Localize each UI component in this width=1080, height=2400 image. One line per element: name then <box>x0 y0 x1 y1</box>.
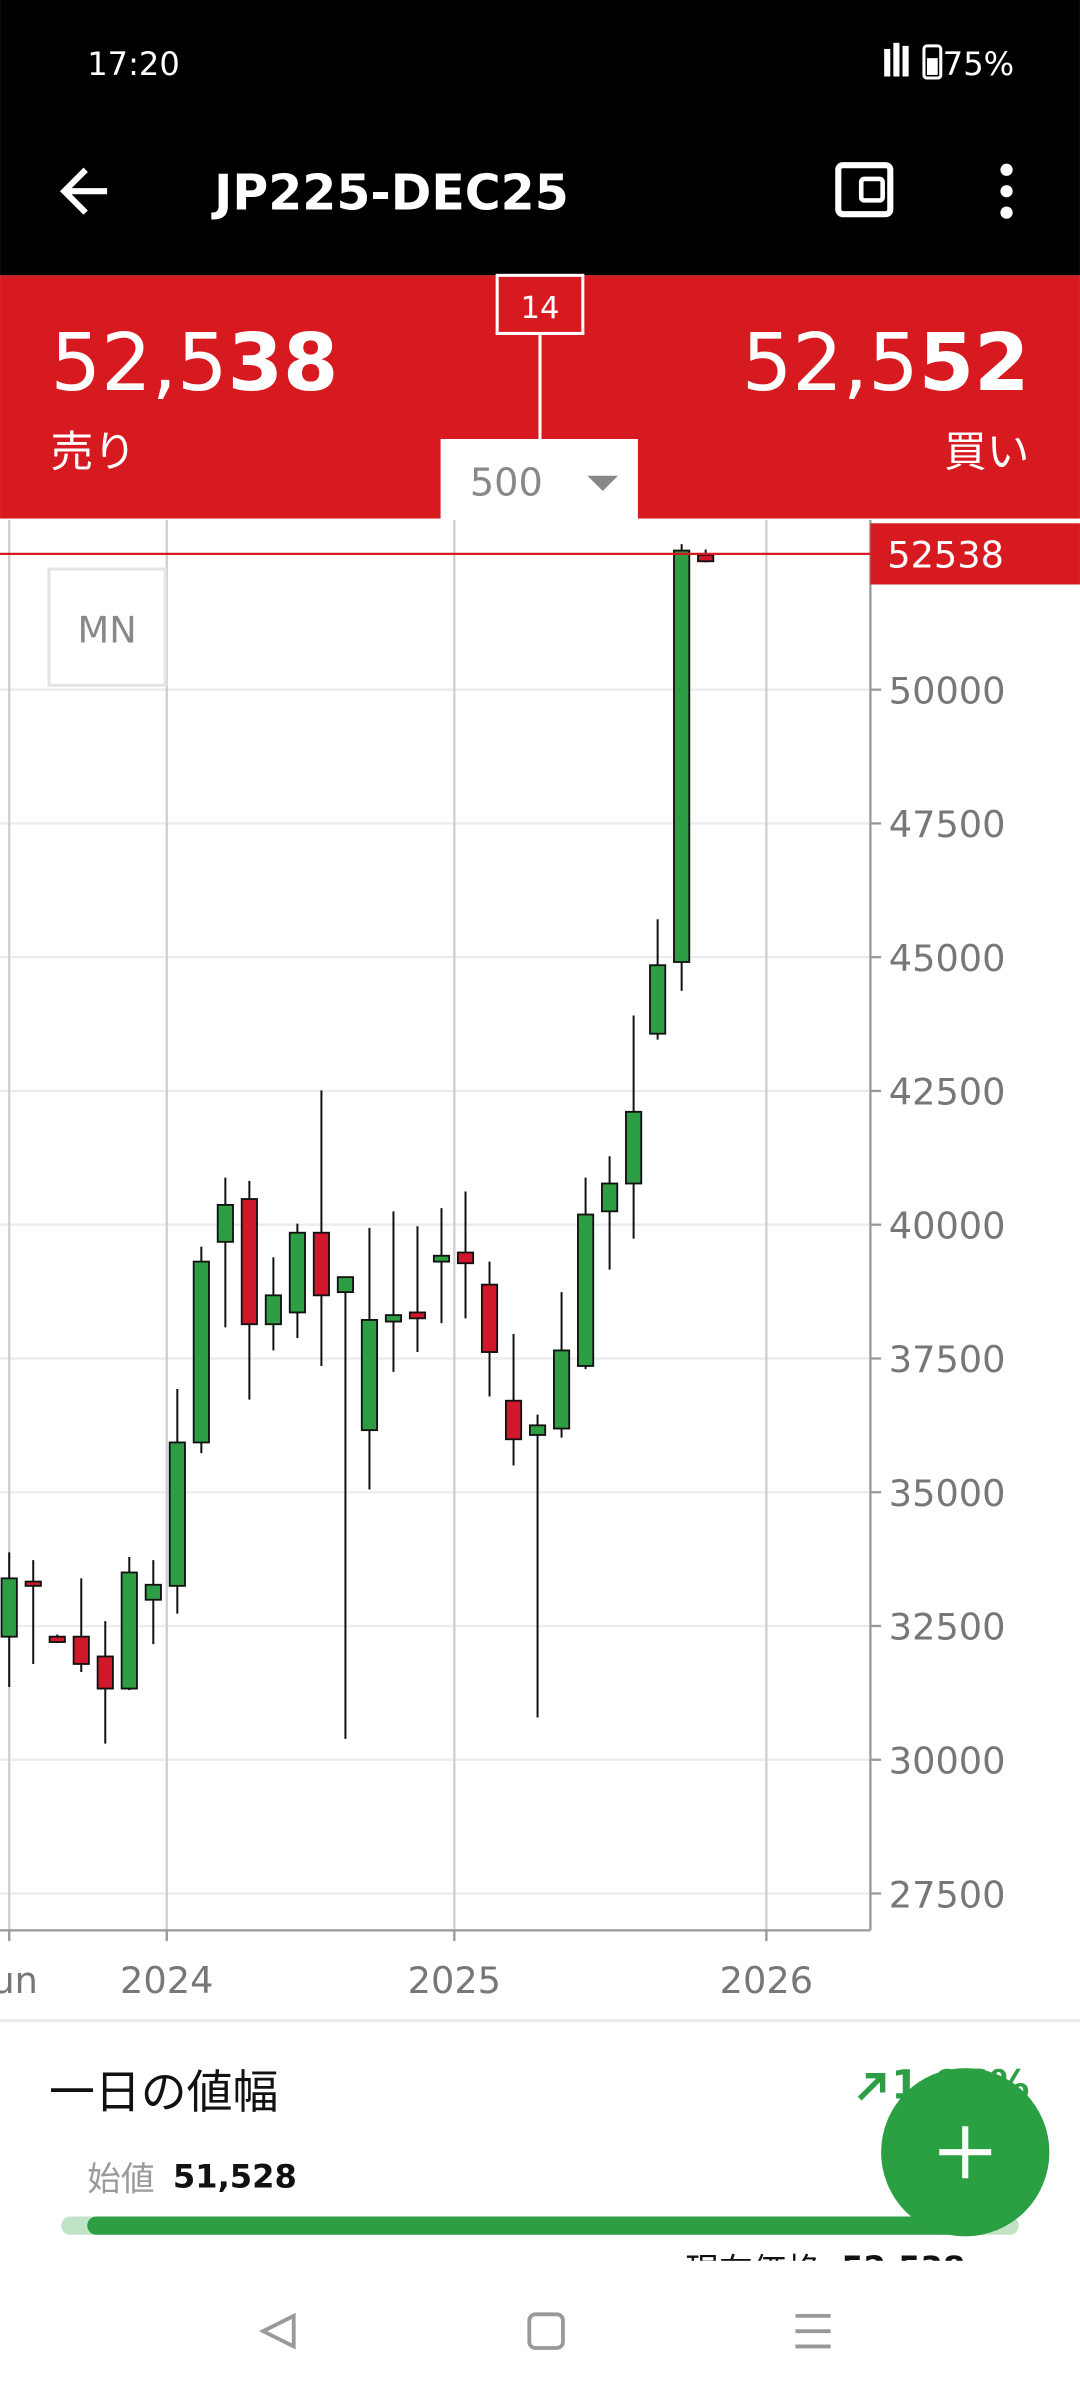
quantity-selector[interactable]: 500 <box>440 439 638 522</box>
candle-body <box>312 1231 330 1297</box>
y-tick-label: 50000 <box>889 669 1006 712</box>
candle-body <box>697 553 715 563</box>
status-time: 17:20 <box>87 45 180 83</box>
candle-body <box>384 1314 403 1323</box>
candle-body <box>168 1441 186 1587</box>
spread: 14 <box>521 291 560 326</box>
candle-body <box>553 1349 571 1430</box>
candle-body <box>288 1231 306 1314</box>
back-button[interactable] <box>59 167 108 215</box>
candle-body <box>577 1213 595 1367</box>
sell-price: 52,538 <box>51 316 339 409</box>
status-battery: 75% <box>943 45 1014 83</box>
nav-bar <box>0 2260 1080 2400</box>
sell-label: 売り <box>51 428 137 478</box>
y-tick-label: 37500 <box>889 1338 1006 1381</box>
candle-body <box>336 1276 354 1294</box>
status-icons <box>884 42 943 80</box>
current-price-label: 52538 <box>887 534 1004 577</box>
nav-home[interactable] <box>527 2312 565 2350</box>
y-tick-label: 30000 <box>889 1739 1006 1782</box>
candle-body <box>120 1571 138 1690</box>
chart: 27500 30000 32500 35000 37500 40000 42500 45000… <box>0 520 1080 2002</box>
open-label: 始値 <box>87 2159 154 2198</box>
range-title: 一日の値幅 <box>49 2065 278 2119</box>
add-button[interactable] <box>881 2068 1050 2237</box>
candle-body <box>216 1203 234 1243</box>
x-tick-label: 2024 <box>120 1959 213 2002</box>
sell-button[interactable]: 52,538 売り <box>51 316 339 477</box>
quantity: 500 <box>470 462 543 506</box>
y-tick-label: 32500 <box>889 1606 1006 1649</box>
candle-body <box>96 1655 114 1690</box>
candle-body <box>649 964 667 1035</box>
x-tick-label: 2026 <box>720 1959 813 2002</box>
candle-body <box>601 1182 619 1213</box>
range-fill <box>87 2216 975 2235</box>
y-tick-label: 47500 <box>889 803 1006 846</box>
candle-body <box>264 1294 282 1326</box>
y-tick-label: 45000 <box>889 937 1006 980</box>
candle-body <box>480 1283 499 1353</box>
y-tick-label: 27500 <box>889 1873 1006 1916</box>
candle-body <box>528 1424 547 1436</box>
candle-body <box>408 1311 427 1320</box>
candle-body <box>72 1635 90 1665</box>
candle-body <box>673 549 691 963</box>
candle-body <box>432 1254 451 1263</box>
candle-body <box>504 1399 523 1441</box>
candle-body <box>240 1198 258 1326</box>
current-price-tag <box>870 523 1080 585</box>
buy-label: 買い <box>944 428 1030 478</box>
y-tick-label: 35000 <box>889 1472 1006 1515</box>
timeframe-button[interactable]: MN <box>47 567 167 687</box>
x-tick-label: 2025 <box>408 1959 501 2002</box>
candle-body <box>625 1110 643 1185</box>
candle-body <box>456 1251 475 1265</box>
wallet-button[interactable] <box>835 162 894 218</box>
candle-body <box>48 1635 66 1643</box>
candle-body <box>24 1580 42 1587</box>
buy-price: 52,552 <box>742 316 1030 409</box>
nav-back[interactable] <box>258 2312 296 2350</box>
top-bar <box>0 0 1080 276</box>
y-tick-label: 40000 <box>889 1204 1006 1247</box>
x-tick-label: Jun <box>0 1959 38 2002</box>
candle-body <box>360 1319 379 1432</box>
nav-recent[interactable] <box>795 2313 831 2349</box>
candle-body <box>0 1577 18 1638</box>
timeframe: MN <box>78 608 137 651</box>
open-value: 51,528 <box>173 2157 297 2195</box>
menu-button[interactable] <box>1000 163 1013 219</box>
instrument-title: JP225-DEC25 <box>211 165 569 222</box>
y-tick-label: 42500 <box>889 1071 1006 1114</box>
candle-body <box>144 1583 162 1601</box>
candle-body <box>192 1260 210 1444</box>
buy-button[interactable]: 52,552 買い <box>742 316 1030 477</box>
up-arrow <box>857 2073 886 2101</box>
